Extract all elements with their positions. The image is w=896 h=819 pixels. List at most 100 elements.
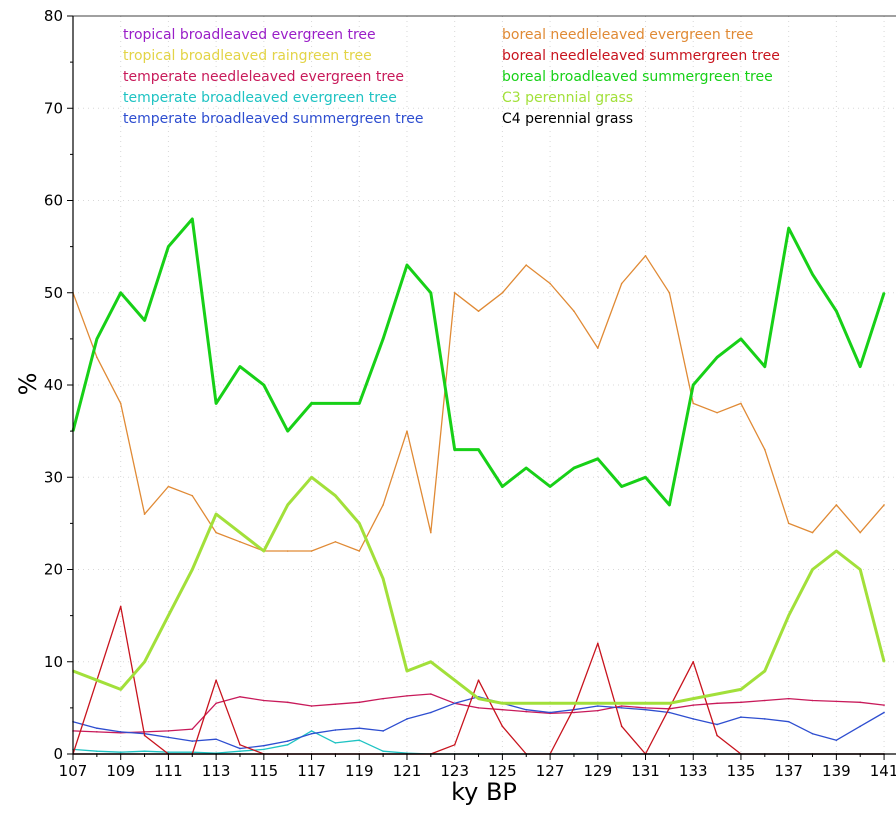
data-point	[620, 702, 623, 705]
data-point	[787, 522, 790, 525]
data-point	[811, 273, 814, 276]
data-point	[358, 402, 361, 405]
legend-entry: temperate needleleaved evergreen tree	[123, 69, 404, 85]
series-8	[72, 475, 886, 705]
data-point	[811, 732, 814, 735]
data-point	[787, 720, 790, 723]
legend-entry: C4 perennial grass	[502, 111, 633, 127]
data-point	[692, 384, 695, 386]
data-point	[573, 702, 575, 705]
data-point	[501, 291, 504, 294]
data-point	[477, 310, 480, 313]
x-tick-label: 133	[679, 762, 708, 780]
x-tick-label: 121	[393, 762, 422, 780]
data-point	[811, 531, 814, 534]
data-point	[430, 531, 432, 534]
legend-entry: C3 perennial grass	[502, 90, 633, 106]
data-point	[215, 738, 217, 741]
data-point	[668, 504, 671, 506]
x-tick-label: 129	[583, 762, 612, 780]
data-point	[96, 750, 98, 753]
x-axis-title: ky BP	[451, 778, 517, 806]
data-point	[740, 701, 742, 704]
data-point	[763, 448, 766, 451]
data-point	[406, 718, 408, 720]
data-point	[644, 255, 647, 257]
y-tick-label: 70	[44, 99, 63, 117]
data-point	[96, 356, 98, 359]
data-point	[167, 485, 170, 488]
data-point	[859, 725, 862, 728]
data-point	[215, 531, 217, 534]
data-point	[477, 679, 480, 681]
data-point	[883, 660, 885, 663]
data-point	[430, 291, 432, 294]
data-point	[787, 614, 790, 617]
data-point	[167, 614, 170, 617]
data-point	[883, 704, 885, 706]
data-point	[549, 485, 551, 488]
data-point	[668, 707, 671, 709]
data-point	[525, 710, 528, 713]
data-point	[310, 732, 313, 735]
data-point	[215, 513, 217, 515]
data-point	[859, 568, 862, 571]
data-point	[549, 711, 551, 714]
data-point	[453, 743, 456, 746]
data-point	[501, 702, 504, 705]
data-point	[263, 550, 265, 552]
data-point	[620, 282, 623, 285]
data-point	[453, 291, 456, 294]
data-point	[501, 725, 504, 728]
data-point	[143, 750, 146, 753]
data-point	[143, 319, 146, 322]
y-tick-label: 80	[44, 7, 63, 25]
data-point	[644, 708, 647, 711]
data-point	[358, 701, 361, 704]
data-point	[191, 494, 194, 497]
data-point	[334, 494, 337, 497]
data-point	[597, 702, 599, 705]
data-point	[286, 701, 289, 704]
data-point	[191, 218, 194, 220]
data-point	[716, 723, 718, 726]
data-point	[835, 504, 838, 506]
data-point	[358, 550, 361, 552]
data-point	[453, 702, 456, 705]
data-point	[549, 282, 551, 285]
data-point	[453, 679, 456, 681]
data-point	[358, 522, 361, 525]
data-point	[787, 697, 790, 700]
data-point	[620, 707, 623, 709]
data-point	[835, 739, 838, 741]
data-point	[143, 660, 146, 663]
data-point	[668, 711, 671, 714]
data-point	[692, 402, 695, 405]
data-point	[286, 743, 289, 746]
data-point	[286, 504, 289, 506]
data-point	[382, 504, 384, 506]
data-point	[239, 541, 241, 543]
data-point	[96, 731, 98, 733]
data-point	[525, 467, 528, 469]
data-point	[430, 693, 432, 695]
x-tick-label: 115	[250, 762, 279, 780]
data-point	[787, 227, 790, 229]
data-point	[406, 264, 408, 266]
data-point	[620, 725, 623, 728]
data-point	[119, 402, 122, 405]
data-point	[477, 697, 480, 700]
data-point	[167, 245, 170, 248]
data-point	[811, 568, 814, 571]
data-point	[835, 310, 838, 313]
data-point	[286, 430, 289, 432]
data-point	[119, 751, 122, 753]
data-point	[406, 695, 408, 697]
data-point	[406, 670, 408, 672]
data-point	[716, 702, 718, 705]
data-point	[716, 356, 718, 359]
data-point	[215, 402, 217, 405]
data-point	[644, 476, 647, 479]
ticks: 0 10 20 30 40 50 60 70 80 107 109 111 113 115 117 119 12…	[44, 7, 896, 780]
data-point	[382, 577, 384, 580]
